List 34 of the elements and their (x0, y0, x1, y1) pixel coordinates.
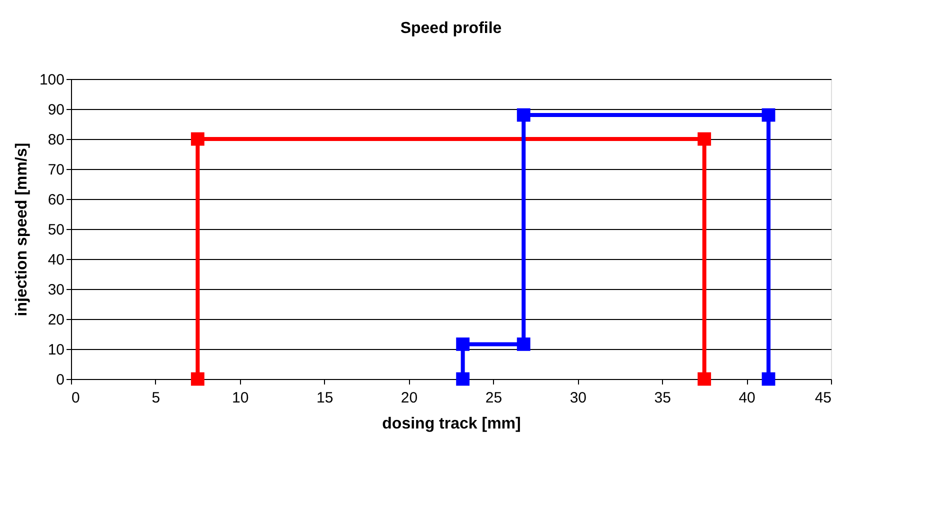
x-tick-label: 20 (400, 390, 418, 406)
y-tick-label: 0 (56, 372, 64, 388)
point (762, 108, 776, 122)
y-tick-label: 30 (48, 282, 64, 298)
x-tick-label: 5 (152, 390, 160, 406)
y-tick-label: 100 (39, 72, 64, 88)
point (516, 337, 530, 351)
point (698, 132, 712, 146)
x-tick-label: 30 (570, 390, 587, 406)
y-tick-label: 70 (48, 162, 64, 178)
point (456, 337, 470, 351)
x-tick-label: 25 (485, 390, 502, 406)
y-tick-label: 20 (48, 312, 64, 328)
y-axis-title: injection speed [mm/s] (13, 142, 30, 316)
y-tick-label: 50 (48, 222, 64, 238)
x-tick-label: 40 (738, 390, 756, 406)
point (190, 132, 204, 146)
chart-title: Speed profile (400, 20, 502, 37)
x-tick-label: 0 (72, 390, 80, 406)
point (516, 108, 530, 122)
x-tick-label: 45 (814, 390, 832, 406)
y-tick-label: 60 (48, 192, 64, 208)
point (456, 372, 470, 386)
point (190, 372, 204, 386)
point (762, 372, 776, 386)
y-tick-label: 40 (48, 252, 64, 268)
y-tick-label: 10 (48, 342, 64, 358)
y-tick-label: 90 (48, 102, 64, 118)
x-tick-label: 35 (654, 390, 671, 406)
x-tick-label: 10 (232, 390, 249, 406)
x-axis-title: dosing track [mm] (382, 416, 521, 432)
y-tick-label: 80 (48, 132, 64, 148)
point (698, 372, 712, 386)
x-tick-label: 15 (316, 390, 334, 406)
